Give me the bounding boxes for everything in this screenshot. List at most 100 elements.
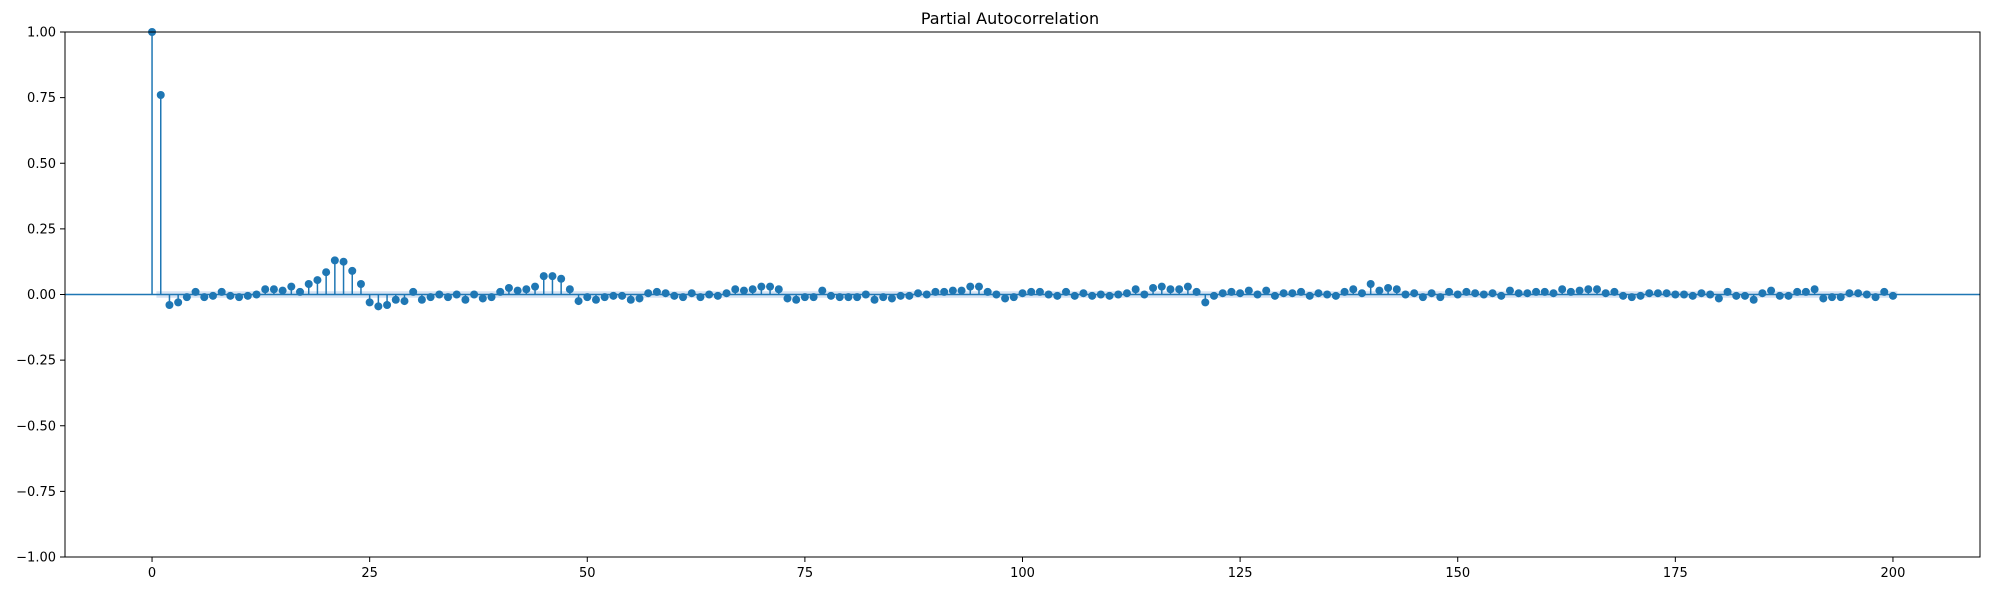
pacf-point <box>365 298 374 307</box>
pacf-point <box>1488 289 1497 298</box>
pacf-point <box>1706 290 1715 299</box>
x-tick-label: 0 <box>148 566 156 581</box>
pacf-point <box>1140 290 1149 299</box>
pacf-point <box>853 293 862 302</box>
pacf-point <box>1218 289 1227 298</box>
pacf-point <box>1566 287 1575 296</box>
pacf-point <box>1297 287 1306 296</box>
pacf-point <box>844 293 853 302</box>
pacf-point <box>1166 285 1175 294</box>
pacf-point <box>1888 291 1897 300</box>
pacf-point <box>992 290 1001 299</box>
pacf-point <box>1418 293 1427 302</box>
pacf-point <box>417 295 426 304</box>
pacf-point <box>600 293 609 302</box>
pacf-point <box>1192 287 1201 296</box>
pacf-point <box>722 289 731 298</box>
pacf-point <box>1062 287 1071 296</box>
pacf-point <box>226 291 235 300</box>
pacf-point <box>827 291 835 300</box>
pacf-point <box>174 298 183 307</box>
pacf-point <box>583 293 592 302</box>
pacf-point <box>1410 289 1419 298</box>
pacf-point <box>200 293 209 302</box>
pacf-point <box>940 287 949 296</box>
pacf-point <box>504 283 513 292</box>
pacf-point <box>635 294 644 303</box>
pacf-point <box>1688 291 1697 300</box>
pacf-point <box>1044 290 1053 299</box>
pacf-point <box>1384 283 1393 292</box>
pacf-point <box>330 256 339 265</box>
pacf-point <box>426 293 435 302</box>
pacf-point <box>278 286 287 295</box>
pacf-point <box>1366 280 1375 288</box>
pacf-point <box>1801 287 1810 296</box>
pacf-point <box>1131 285 1140 294</box>
x-tick-label: 175 <box>1663 566 1688 581</box>
pacf-point <box>1714 294 1723 303</box>
pacf-point <box>705 290 714 299</box>
y-tick-label: −0.25 <box>16 354 56 369</box>
pacf-point <box>1349 285 1358 294</box>
pacf-point <box>618 291 627 300</box>
pacf-point <box>1453 290 1462 299</box>
pacf-point <box>1436 293 1445 302</box>
pacf-point <box>914 289 923 298</box>
pacf-point <box>774 285 783 294</box>
pacf-point <box>1027 287 1036 296</box>
pacf-point <box>391 295 400 304</box>
pacf-point <box>974 282 983 291</box>
pacf-point <box>1749 295 1758 304</box>
pacf-point <box>1697 289 1706 298</box>
pacf-point <box>356 280 365 288</box>
y-tick-label: 0.75 <box>27 91 56 106</box>
pacf-point <box>966 282 975 291</box>
pacf-point <box>1662 289 1671 298</box>
pacf-point <box>452 290 461 299</box>
pacf-point <box>1053 291 1062 300</box>
pacf-point <box>1871 293 1880 302</box>
pacf-point <box>922 290 931 299</box>
pacf-point <box>261 285 270 294</box>
pacf-point <box>626 295 635 304</box>
pacf-point <box>165 301 174 309</box>
pacf-point <box>1775 291 1784 300</box>
pacf-point <box>1096 290 1105 299</box>
pacf-point <box>1401 290 1410 299</box>
pacf-point <box>1262 286 1271 295</box>
pacf-point <box>792 295 801 304</box>
pacf-point <box>835 293 844 302</box>
pacf-point <box>1331 291 1340 300</box>
pacf-point <box>679 293 688 302</box>
pacf-point <box>461 295 470 304</box>
pacf-point <box>1532 287 1541 296</box>
pacf-point <box>478 294 487 303</box>
pacf-point <box>1253 290 1262 299</box>
x-tick-label: 200 <box>1881 566 1906 581</box>
pacf-point <box>1558 285 1567 294</box>
pacf-point <box>1854 289 1863 298</box>
x-tick-label: 25 <box>361 566 378 581</box>
pacf-point <box>1009 293 1018 302</box>
pacf-point <box>1619 291 1628 300</box>
pacf-point <box>548 272 557 281</box>
pacf-point <box>1462 287 1471 296</box>
pacf-point <box>1149 283 1158 292</box>
stems-group <box>151 32 1894 307</box>
pacf-point <box>1270 291 1279 300</box>
pacf-point <box>670 291 679 300</box>
pacf-point <box>1593 285 1601 294</box>
pacf-point <box>1810 285 1819 294</box>
pacf-point <box>1122 289 1131 298</box>
pacf-point <box>1227 287 1236 296</box>
pacf-point <box>1671 290 1680 299</box>
pacf-point <box>1680 290 1689 299</box>
pacf-point <box>861 290 870 299</box>
pacf-point <box>1653 289 1662 298</box>
y-tick-label: 1.00 <box>27 26 56 41</box>
chart-title: Partial Autocorrelation <box>921 9 1099 28</box>
pacf-point <box>1018 289 1027 298</box>
pacf-point <box>1210 291 1218 300</box>
pacf-point <box>435 290 444 299</box>
